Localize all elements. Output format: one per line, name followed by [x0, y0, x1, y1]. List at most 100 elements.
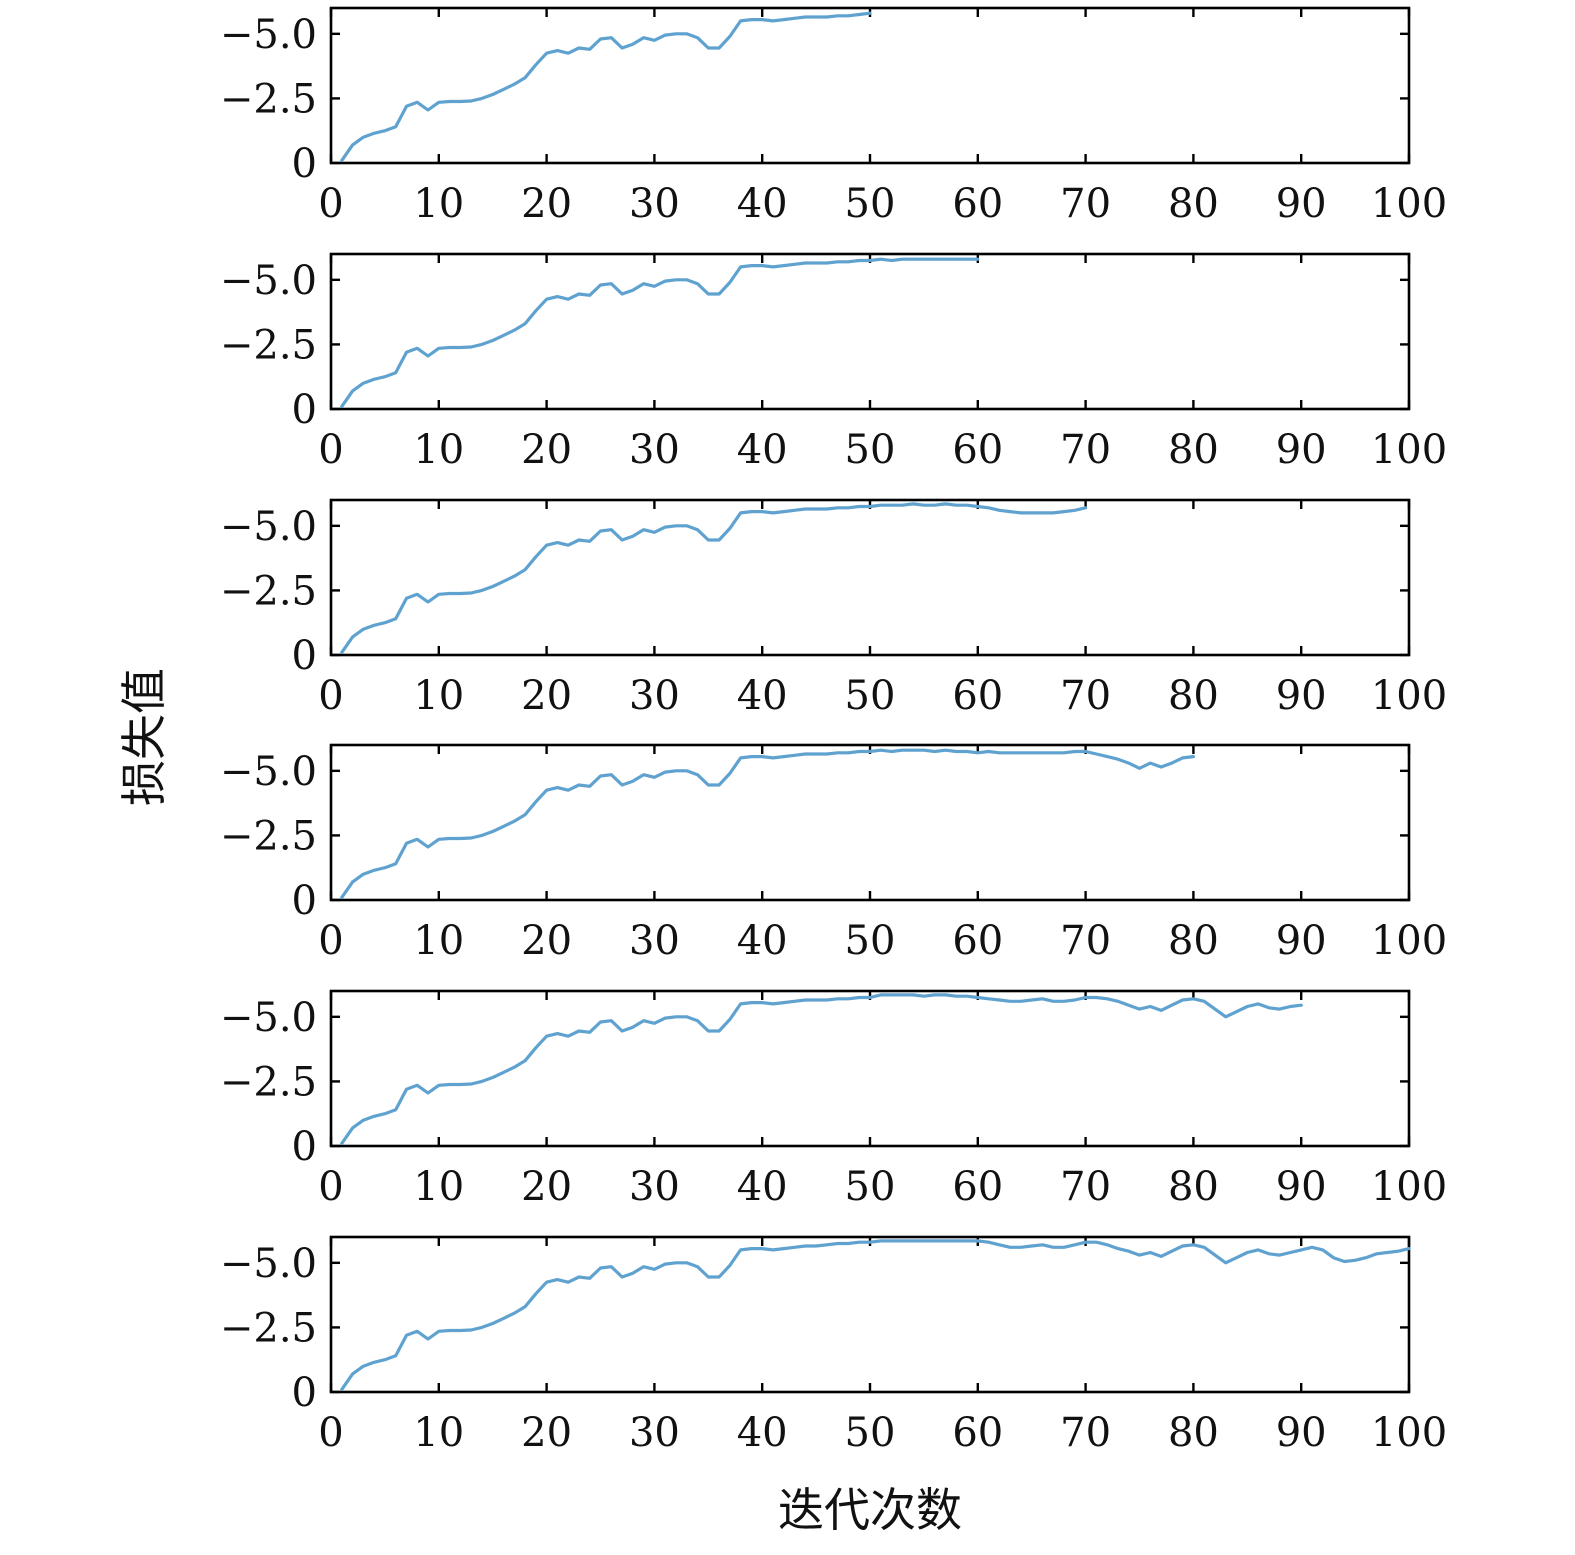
- y-tick-label: −2.5: [220, 813, 317, 859]
- y-tick-label: 0: [292, 387, 317, 433]
- x-tick-label: 80: [1168, 427, 1219, 473]
- loss-curve: [340, 993, 1303, 1146]
- x-tick-label: 60: [952, 918, 1003, 964]
- x-tick-label: 80: [1168, 181, 1219, 227]
- x-tick-label: 40: [737, 1164, 788, 1210]
- x-tick-label: 80: [1168, 1164, 1219, 1210]
- x-tick-label: 30: [629, 427, 680, 473]
- loss-curve: [340, 1239, 1411, 1392]
- subplot-4: 0 10 20 30 40 50 60 70 80 90 100 0 −2.5 −5.0: [220, 743, 1447, 964]
- x-tick-label: 0: [318, 1164, 343, 1210]
- y-tick-label: −5.0: [220, 504, 317, 550]
- x-tick-label: 50: [845, 918, 896, 964]
- x-tick-label: 10: [413, 1410, 464, 1456]
- x-tick-label: 30: [629, 918, 680, 964]
- x-tick-label: 50: [845, 181, 896, 227]
- plot-frame: [329, 252, 1411, 411]
- x-tick-label: 0: [318, 918, 343, 964]
- y-tick-label: −5.0: [220, 1241, 317, 1287]
- x-tick-label: 100: [1371, 1164, 1447, 1210]
- y-tick-label: 0: [292, 1124, 317, 1170]
- x-tick-label: 50: [845, 1164, 896, 1210]
- plot-frame: [329, 6, 1411, 165]
- x-tick-label: 10: [413, 181, 464, 227]
- subplot-6: 0 10 20 30 40 50 60 70 80 90 100 0 −2.5 −5.0: [220, 1235, 1447, 1456]
- x-tick-label: 80: [1168, 918, 1219, 964]
- plot-frame: [329, 498, 1411, 657]
- x-tick-label: 70: [1060, 1410, 1111, 1456]
- x-tick-label: 30: [629, 181, 680, 227]
- x-tick-label: 20: [521, 1410, 572, 1456]
- x-tick-label: 0: [318, 673, 343, 719]
- y-tick-label: −2.5: [220, 1305, 317, 1351]
- x-tick-label: 40: [737, 1410, 788, 1456]
- x-tick-label: 80: [1168, 673, 1219, 719]
- x-tick-label: 90: [1276, 918, 1327, 964]
- x-tick-label: 90: [1276, 673, 1327, 719]
- x-tick-label: 60: [952, 181, 1003, 227]
- subplot-1: 0 10 20 30 40 50 60 70 80 90 100 0 −2.5 −5.0: [220, 6, 1447, 227]
- x-tick-label: 20: [521, 1164, 572, 1210]
- x-tick-label: 60: [952, 673, 1003, 719]
- loss-curve: [340, 11, 872, 162]
- y-tick-label: −5.0: [220, 12, 317, 58]
- x-tick-label: 60: [952, 1410, 1003, 1456]
- x-tick-label: 70: [1060, 427, 1111, 473]
- x-tick-label: 40: [737, 427, 788, 473]
- y-tick-label: −5.0: [220, 995, 317, 1041]
- x-tick-label: 90: [1276, 1410, 1327, 1456]
- plot-frame: [329, 743, 1411, 902]
- x-tick-label: 20: [521, 181, 572, 227]
- x-tick-label: 60: [952, 1164, 1003, 1210]
- y-tick-label: −5.0: [220, 749, 317, 795]
- plot-frame: [329, 989, 1411, 1148]
- x-tick-label: 90: [1276, 1164, 1327, 1210]
- x-tick-label: 0: [318, 1410, 343, 1456]
- x-tick-label: 50: [845, 427, 896, 473]
- y-tick-label: −2.5: [220, 568, 317, 614]
- loss-curve: [340, 748, 1196, 900]
- y-axis-label: 损失值: [117, 668, 171, 806]
- y-tick-label: −5.0: [220, 258, 317, 304]
- x-tick-label: 60: [952, 427, 1003, 473]
- loss-curve: [340, 502, 1088, 655]
- y-tick-label: 0: [292, 1370, 317, 1416]
- plot-frame: [329, 1235, 1411, 1394]
- x-tick-label: 0: [318, 427, 343, 473]
- x-tick-label: 40: [737, 673, 788, 719]
- x-tick-label: 10: [413, 1164, 464, 1210]
- x-tick-label: 100: [1371, 1410, 1447, 1456]
- x-tick-label: 50: [845, 673, 896, 719]
- x-tick-label: 70: [1060, 181, 1111, 227]
- x-tick-label: 10: [413, 673, 464, 719]
- x-tick-label: 20: [521, 673, 572, 719]
- x-tick-label: 90: [1276, 181, 1327, 227]
- x-axis-label: 迭代次数: [778, 1483, 962, 1537]
- x-tick-label: 70: [1060, 1164, 1111, 1210]
- x-tick-label: 100: [1371, 673, 1447, 719]
- x-tick-label: 40: [737, 181, 788, 227]
- x-tick-label: 40: [737, 918, 788, 964]
- x-tick-label: 0: [318, 181, 343, 227]
- x-tick-label: 10: [413, 918, 464, 964]
- y-tick-label: 0: [292, 878, 317, 924]
- x-tick-label: 100: [1371, 918, 1447, 964]
- x-tick-label: 20: [521, 918, 572, 964]
- y-tick-label: −2.5: [220, 1059, 317, 1105]
- x-tick-label: 70: [1060, 918, 1111, 964]
- x-tick-label: 100: [1371, 427, 1447, 473]
- y-tick-label: 0: [292, 141, 317, 187]
- subplot-3: 0 10 20 30 40 50 60 70 80 90 100 0 −2.5 −5.0: [220, 498, 1447, 719]
- y-tick-label: −2.5: [220, 76, 317, 122]
- x-tick-label: 100: [1371, 181, 1447, 227]
- subplot-2: 0 10 20 30 40 50 60 70 80 90 100 0 −2.5 −5.0: [220, 252, 1447, 473]
- x-tick-label: 70: [1060, 673, 1111, 719]
- loss-curve: [340, 257, 980, 408]
- x-tick-label: 30: [629, 1164, 680, 1210]
- x-tick-label: 90: [1276, 427, 1327, 473]
- y-tick-label: −2.5: [220, 322, 317, 368]
- x-tick-label: 50: [845, 1410, 896, 1456]
- x-tick-label: 80: [1168, 1410, 1219, 1456]
- x-tick-label: 10: [413, 427, 464, 473]
